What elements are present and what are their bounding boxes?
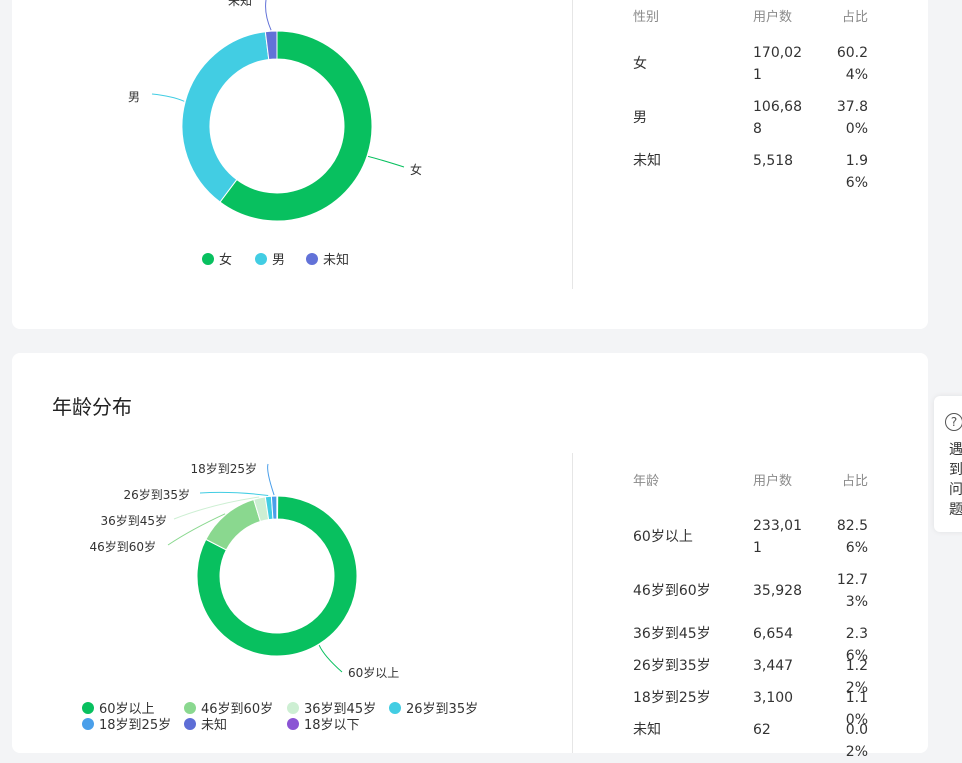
donut-slice[interactable] bbox=[196, 495, 358, 657]
legend-marker[interactable] bbox=[82, 718, 94, 730]
legend-marker[interactable] bbox=[184, 718, 196, 730]
row-label: 26岁到35岁 bbox=[633, 658, 711, 674]
age-card: 年龄分布 60岁以上 46岁到60岁 36岁到45岁 26岁到35岁 18岁到25岁 60… bbox=[12, 353, 928, 760]
help-widget[interactable]: ? 遇到问题 bbox=[934, 396, 962, 532]
slice-label: 26岁到35岁 bbox=[123, 487, 190, 502]
row-users: 233,011 bbox=[753, 518, 802, 556]
leader-line bbox=[367, 155, 405, 168]
leader-line bbox=[151, 93, 185, 102]
card-divider bbox=[572, 0, 573, 289]
row-users: 3,447 bbox=[753, 658, 794, 674]
legend-marker[interactable] bbox=[389, 702, 401, 714]
row-label: 未知 bbox=[633, 722, 661, 738]
slice-label: 36岁到45岁 bbox=[100, 513, 167, 528]
legend-marker[interactable] bbox=[306, 253, 318, 265]
row-users: 6,654 bbox=[753, 626, 794, 642]
legend-label[interactable]: 46岁到60岁 bbox=[201, 702, 273, 717]
leader-line bbox=[265, 0, 272, 31]
row-users: 62 bbox=[753, 722, 771, 738]
legend-marker[interactable] bbox=[287, 718, 299, 730]
row-pct: 0.02% bbox=[845, 722, 868, 760]
legend-marker[interactable] bbox=[202, 253, 214, 265]
row-pct: 82.56% bbox=[836, 518, 868, 556]
row-label: 男 bbox=[633, 110, 647, 126]
donut-slice[interactable] bbox=[276, 495, 279, 520]
row-pct: 60.24% bbox=[836, 45, 868, 83]
row-users: 3,100 bbox=[753, 690, 794, 706]
legend-label[interactable]: 26岁到35岁 bbox=[406, 702, 478, 717]
legend-label[interactable]: 60岁以上 bbox=[99, 702, 155, 717]
gender-card: 女男未知女男未知 性别 用户数 占比 女 170,021 60.24% 男 10… bbox=[12, 0, 928, 329]
header-gender: 性别 bbox=[633, 10, 660, 25]
legend-label[interactable]: 36岁到45岁 bbox=[304, 702, 376, 717]
row-pct: 37.80% bbox=[836, 99, 868, 137]
row-label: 18岁到25岁 bbox=[633, 690, 711, 706]
row-users: 170,021 bbox=[753, 45, 802, 83]
age-table: 年龄 用户数 占比 60岁以上 233,011 82.56% 46岁到60岁 3… bbox=[633, 463, 903, 760]
header-ratio: 占比 bbox=[841, 474, 868, 489]
row-pct: 1.22% bbox=[845, 658, 868, 696]
row-label: 未知 bbox=[633, 153, 661, 169]
slice-label: 18岁到25岁 bbox=[190, 461, 257, 476]
row-label: 36岁到45岁 bbox=[633, 626, 711, 642]
leader-line bbox=[267, 463, 275, 496]
legend-label[interactable]: 女 bbox=[219, 252, 232, 268]
legend-label[interactable]: 未知 bbox=[323, 252, 349, 268]
question-icon: ? bbox=[945, 413, 962, 431]
gender-donut-chart: 女男未知女男未知 bbox=[128, 0, 422, 268]
leader-line bbox=[318, 644, 343, 673]
age-section-title: 年龄分布 bbox=[52, 395, 132, 419]
row-pct: 1.10% bbox=[845, 690, 868, 728]
row-pct: 2.36% bbox=[845, 626, 868, 664]
donut-slice[interactable] bbox=[181, 31, 270, 203]
row-users: 35,928 bbox=[753, 583, 802, 599]
slice-label: 男 bbox=[128, 90, 140, 104]
slice-label: 60岁以上 bbox=[348, 665, 399, 680]
legend-label[interactable]: 18岁以下 bbox=[304, 718, 360, 733]
help-label: 遇到问题 bbox=[949, 442, 962, 518]
row-users: 5,518 bbox=[753, 153, 794, 169]
legend-label[interactable]: 未知 bbox=[201, 717, 227, 733]
slice-label: 46岁到60岁 bbox=[89, 539, 156, 554]
leader-line bbox=[173, 496, 260, 520]
row-label: 60岁以上 bbox=[633, 529, 693, 545]
gender-table: 性别 用户数 占比 女 170,021 60.24% 男 106,688 37.… bbox=[633, 0, 903, 200]
row-label: 46岁到60岁 bbox=[633, 583, 711, 599]
legend-marker[interactable] bbox=[287, 702, 299, 714]
row-pct: 12.73% bbox=[836, 572, 868, 610]
leader-line bbox=[167, 513, 226, 546]
card-divider bbox=[572, 453, 573, 753]
legend-marker[interactable] bbox=[184, 702, 196, 714]
donut-slice[interactable] bbox=[205, 498, 262, 551]
row-label: 女 bbox=[633, 56, 647, 72]
donut-slice[interactable] bbox=[264, 30, 278, 61]
row-users: 106,688 bbox=[753, 99, 802, 137]
header-age: 年龄 bbox=[633, 474, 660, 489]
legend-marker[interactable] bbox=[82, 702, 94, 714]
legend-label[interactable]: 男 bbox=[272, 253, 285, 268]
leader-line bbox=[199, 491, 269, 496]
legend-marker[interactable] bbox=[255, 253, 267, 265]
slice-label: 女 bbox=[410, 162, 422, 177]
header-users: 用户数 bbox=[753, 474, 793, 489]
header-ratio: 占比 bbox=[841, 10, 868, 25]
donut-slice[interactable] bbox=[219, 30, 373, 222]
header-users: 用户数 bbox=[753, 10, 793, 25]
legend-label[interactable]: 18岁到25岁 bbox=[99, 718, 171, 733]
row-pct: 1.96% bbox=[845, 153, 868, 191]
slice-label: 未知 bbox=[228, 0, 252, 8]
